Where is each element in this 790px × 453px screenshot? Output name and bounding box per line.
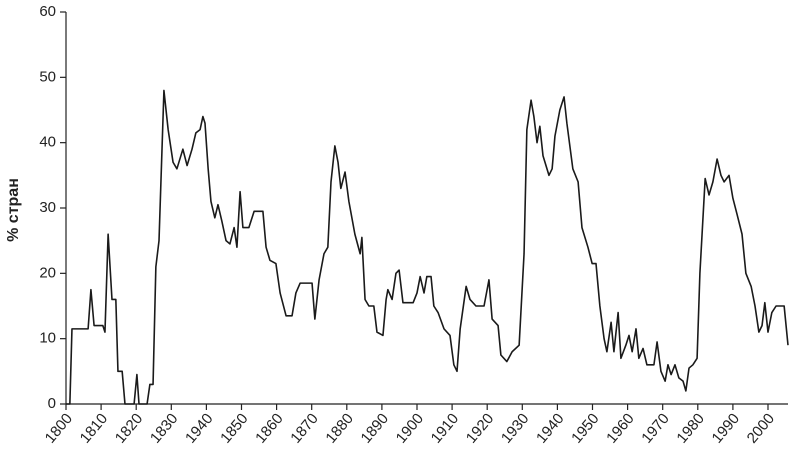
x-tick-label: 1920 [463,410,497,446]
x-tick-label: 1860 [252,410,286,446]
x-tick-label: 1850 [217,410,251,446]
x-tick-label: 1910 [428,410,462,446]
y-tick-label: 30 [39,199,56,216]
y-tick-label: 20 [39,264,56,281]
x-tick-label: 1980 [673,410,707,446]
x-tick-label: 1930 [498,410,532,446]
x-tick-label: 1830 [147,410,181,446]
x-tick-label: 1940 [533,410,567,446]
x-tick-label: 1800 [42,410,76,446]
x-tick-label: 1820 [112,410,146,446]
y-tick-label: 50 [39,68,56,85]
y-tick-label: 10 [39,330,56,347]
x-tick-label: 1890 [358,410,392,446]
x-tick-label: 1970 [638,410,672,446]
data-line [66,89,789,405]
x-tick-label: 1960 [603,410,637,446]
x-tick-label: 1810 [77,410,111,446]
x-tick-label: 1940 [182,410,216,446]
y-tick-label: 0 [48,395,56,412]
x-tick-label: 1880 [322,410,356,446]
x-tick-label: 1990 [709,410,743,446]
y-tick-label: 40 [39,134,56,151]
x-tick-label: 1870 [287,410,321,446]
y-axis-label: % стран [5,178,22,242]
x-tick-label: 1950 [568,410,602,446]
x-tick-label: 1900 [393,410,427,446]
x-tick-label: 2000 [744,410,778,446]
y-tick-label: 60 [39,3,56,20]
